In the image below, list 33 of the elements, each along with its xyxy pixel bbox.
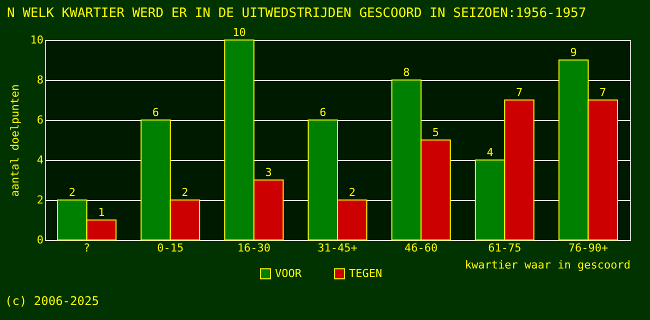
data-label: 6	[320, 106, 326, 119]
x-tick-label: 31-45+	[318, 242, 358, 254]
y-tick-label: 0	[36, 234, 44, 246]
data-label: 7	[600, 86, 606, 99]
x-tick-label: 61-75	[488, 242, 522, 254]
x-axis-title: kwartier waar in gescoord	[464, 258, 630, 272]
x-tick-label: 46-60	[404, 242, 438, 254]
data-label: 7	[516, 86, 523, 99]
x-tick-label: 16-30	[237, 242, 270, 254]
legend-label: TEGEN	[349, 266, 382, 280]
legend-label: VOOR	[275, 266, 302, 280]
x-tick-label: 76-90+	[568, 242, 608, 254]
y-tick-label: 8	[36, 74, 44, 86]
y-axis-title: aantal doelpunten	[8, 84, 22, 197]
data-label: 5	[432, 126, 440, 139]
x-tick-label: ?	[83, 242, 90, 254]
y-tick-label: 10	[30, 34, 44, 46]
y-tick-label: 4	[36, 154, 44, 166]
chart-title: N WELK KWARTIER WERD ER IN DE UITWEDSTRIJDEN GESCOORD IN SEIZOEN:1956-1957	[7, 6, 586, 21]
data-label: 3	[265, 166, 272, 179]
x-tick-label: 0-15	[157, 242, 184, 254]
data-label: 8	[403, 66, 410, 79]
data-label: 1	[98, 206, 105, 219]
data-label: 10	[232, 26, 246, 39]
data-label: 9	[570, 46, 577, 59]
data-label: 2	[68, 186, 76, 199]
data-label: 2	[348, 186, 356, 199]
text: (c) 2006-2025	[5, 294, 99, 308]
y-tick-label: 2	[36, 194, 44, 206]
data-label: 6	[152, 106, 160, 119]
y-tick-label: 6	[36, 114, 44, 126]
data-label: 2	[182, 186, 188, 199]
data-label: 4	[486, 146, 494, 159]
